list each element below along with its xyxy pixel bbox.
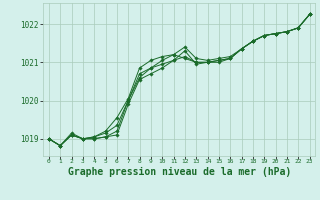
X-axis label: Graphe pression niveau de la mer (hPa): Graphe pression niveau de la mer (hPa) [68,167,291,177]
